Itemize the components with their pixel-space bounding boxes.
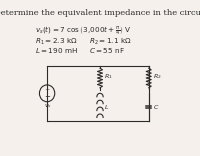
Text: $R_1$: $R_1$ (104, 72, 113, 81)
Text: $R_2$: $R_2$ (153, 72, 161, 81)
Text: $v_s(t) = 7\ \cos\left(3{,}000t + \frac{\pi}{4}\right)\ \mathrm{V}$: $v_s(t) = 7\ \cos\left(3{,}000t + \frac{… (35, 24, 131, 37)
Text: $C$: $C$ (153, 103, 159, 112)
Text: $C = 55\ \mathrm{nF}$: $C = 55\ \mathrm{nF}$ (89, 46, 125, 55)
Text: $R_1 = 2.3\ \mathrm{k\Omega}$: $R_1 = 2.3\ \mathrm{k\Omega}$ (35, 37, 77, 47)
Text: $v_s$: $v_s$ (44, 102, 52, 110)
Text: $L$: $L$ (104, 103, 109, 112)
Text: $R_2 = 1.1\ \mathrm{k\Omega}$: $R_2 = 1.1\ \mathrm{k\Omega}$ (89, 37, 132, 47)
Text: +: + (44, 87, 50, 92)
Text: Determine the equivalent impedance in the circuit: Determine the equivalent impedance in th… (0, 9, 200, 17)
Text: $L = 190\ \mathrm{mH}$: $L = 190\ \mathrm{mH}$ (35, 46, 78, 55)
Text: −: − (44, 94, 50, 100)
